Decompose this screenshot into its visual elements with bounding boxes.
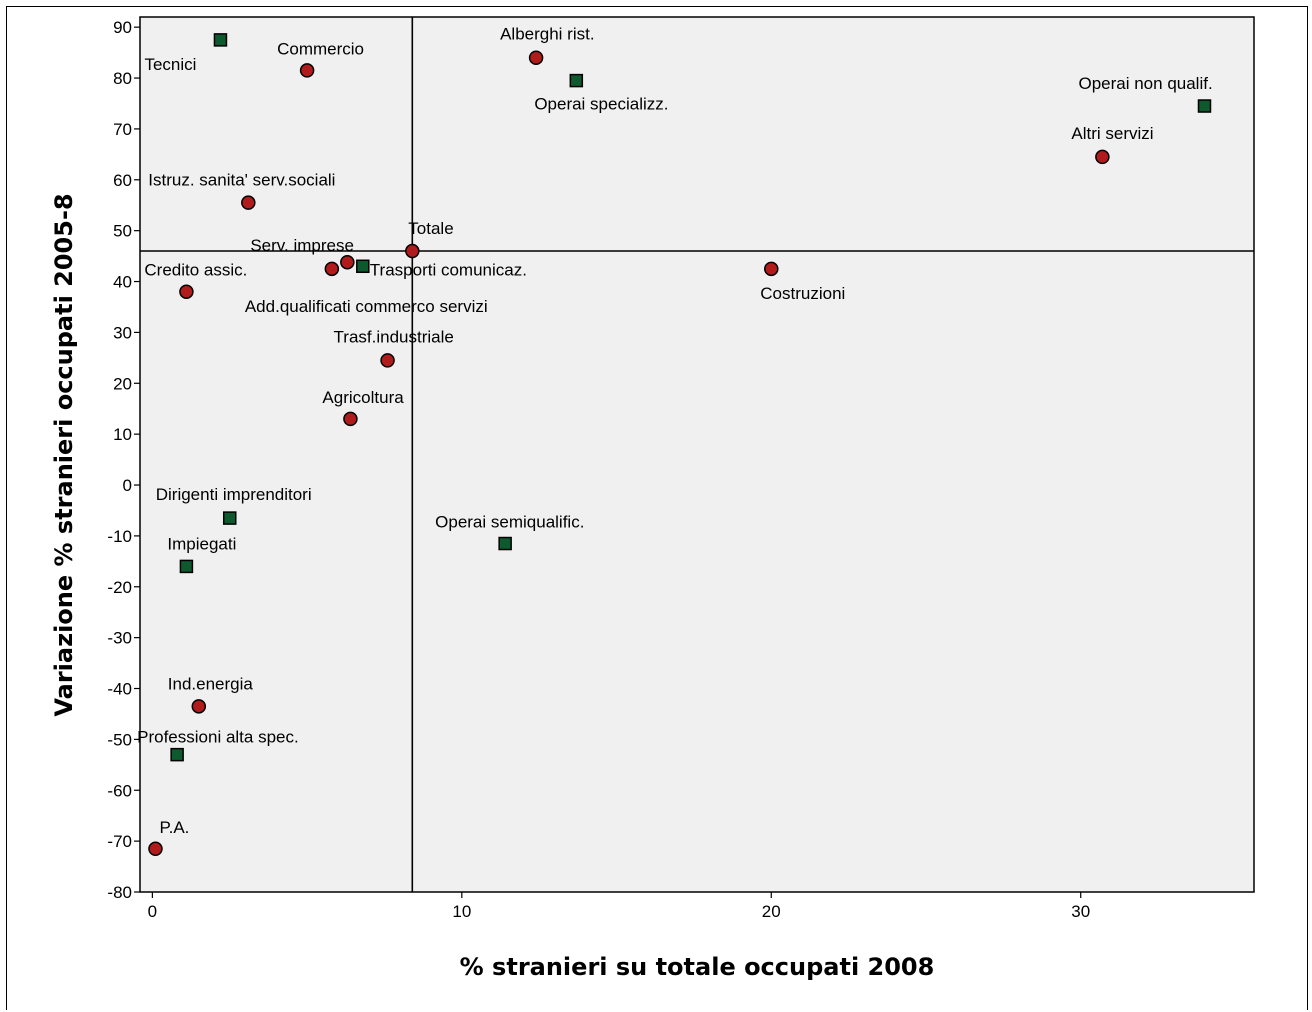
x-tick-label: 0 bbox=[148, 902, 157, 921]
point-label: Add.qualificati commerco servizi bbox=[245, 297, 488, 316]
circle-marker bbox=[148, 841, 163, 857]
y-tick-label: 20 bbox=[113, 374, 132, 393]
y-tick-label: -40 bbox=[107, 680, 132, 699]
point-label: Costruzioni bbox=[760, 284, 845, 303]
circle-marker bbox=[324, 261, 340, 277]
point-label: Tecnici bbox=[144, 55, 196, 74]
y-tick-label: 30 bbox=[113, 323, 132, 342]
y-tick-label: 40 bbox=[113, 273, 132, 292]
y-tick-label: -80 bbox=[107, 883, 132, 902]
square-marker bbox=[356, 259, 370, 274]
square-marker bbox=[213, 33, 228, 47]
y-tick-label: 50 bbox=[113, 222, 132, 241]
y-tick-label: -50 bbox=[107, 730, 132, 749]
y-tick-label: 80 bbox=[113, 69, 132, 88]
circle-marker bbox=[241, 195, 256, 210]
y-tick-label: -20 bbox=[107, 578, 132, 597]
x-tick-label: 10 bbox=[452, 902, 471, 921]
x-axis-title: % stranieri su totale occupati 2008 bbox=[460, 953, 935, 981]
point-label: Impiegati bbox=[167, 534, 236, 553]
point-label: Trasf.industriale bbox=[334, 327, 454, 346]
circle-marker bbox=[179, 284, 194, 299]
x-tick-label: 20 bbox=[762, 902, 781, 921]
y-tick-label: -30 bbox=[107, 629, 132, 648]
circle-marker bbox=[343, 411, 358, 427]
y-tick-label: 10 bbox=[113, 425, 132, 444]
circle-marker bbox=[299, 63, 315, 78]
point-label: Agricoltura bbox=[322, 388, 404, 407]
point-label: Istruz. sanita' serv.sociali bbox=[148, 171, 335, 190]
square-marker bbox=[179, 559, 194, 574]
circle-marker bbox=[380, 353, 395, 368]
circle-marker bbox=[340, 254, 355, 270]
y-tick-label: 70 bbox=[113, 120, 132, 139]
y-axis-title: Variazione % stranieri occupati 2005-8 bbox=[50, 193, 78, 716]
point-label: Professioni alta spec. bbox=[137, 728, 299, 747]
point-label: Trasporti comunicaz. bbox=[370, 260, 527, 279]
point-label: Commercio bbox=[277, 39, 364, 58]
y-tick-label: 90 bbox=[113, 18, 132, 37]
circle-marker bbox=[1095, 149, 1110, 165]
point-label: Operai specializz. bbox=[534, 95, 668, 114]
point-label: Serv. imprese bbox=[250, 236, 354, 255]
circle-marker bbox=[764, 261, 779, 277]
y-tick-label: -10 bbox=[107, 527, 132, 546]
circle-marker bbox=[528, 50, 544, 65]
square-marker bbox=[569, 73, 584, 88]
point-label: Totale bbox=[408, 219, 453, 238]
x-tick-label: 30 bbox=[1071, 902, 1090, 921]
square-marker bbox=[222, 511, 237, 525]
point-label: Operai semiqualific. bbox=[435, 513, 584, 532]
data-points bbox=[148, 33, 1212, 857]
point-label: Credito assic. bbox=[144, 261, 247, 280]
point-label: P.A. bbox=[159, 818, 189, 837]
y-axis-ticks: 90 80 70 60 50 40 30 20 10 0 -10 -20 -30 -40 -50 -60 -70… bbox=[107, 18, 140, 902]
square-marker bbox=[498, 536, 512, 551]
square-marker bbox=[170, 747, 184, 762]
point-label: Operai non qualif. bbox=[1078, 74, 1212, 93]
circle-marker bbox=[191, 699, 207, 714]
circle-marker bbox=[405, 243, 420, 259]
point-label: Alberghi rist. bbox=[500, 25, 594, 44]
point-label: Altri servizi bbox=[1071, 124, 1153, 143]
y-tick-label: -70 bbox=[107, 832, 132, 851]
point-label: Ind.energia bbox=[168, 674, 254, 693]
y-tick-label: -60 bbox=[107, 781, 132, 800]
plot-area bbox=[139, 16, 1255, 893]
point-label: Dirigenti imprenditori bbox=[156, 485, 312, 504]
chart-frame bbox=[6, 6, 1308, 1010]
x-axis-ticks: 0 10 20 30 bbox=[148, 892, 1090, 921]
y-tick-label: 0 bbox=[123, 476, 132, 495]
square-marker bbox=[1197, 99, 1212, 113]
y-tick-label: 60 bbox=[113, 171, 132, 190]
point-labels: Tecnici Commercio Alberghi rist. Operai spe… bbox=[137, 25, 1213, 837]
reference-lines bbox=[140, 17, 1254, 892]
